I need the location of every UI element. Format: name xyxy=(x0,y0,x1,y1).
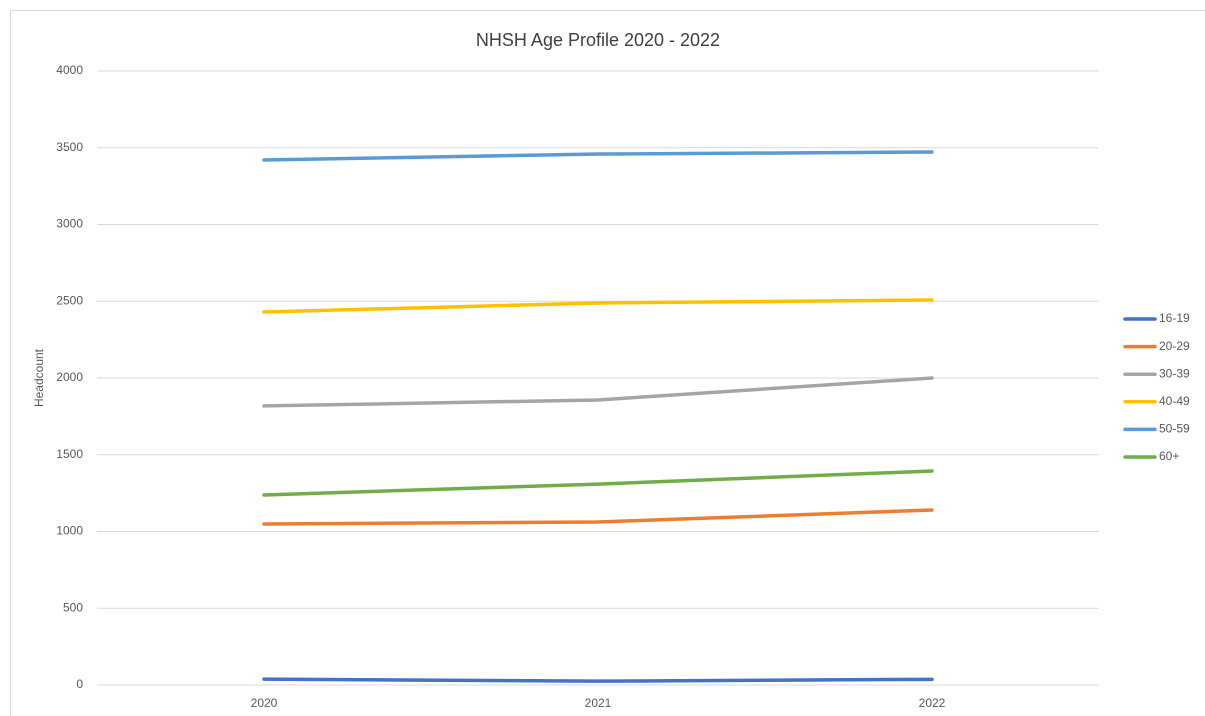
series-line xyxy=(262,677,934,683)
y-tick-label: 3000 xyxy=(56,217,83,231)
x-tick-label: 2022 xyxy=(919,696,946,710)
y-tick-label: 2000 xyxy=(56,370,83,384)
y-tick-label: 0 xyxy=(76,677,83,691)
legend-label: 50-59 xyxy=(1159,422,1190,436)
x-tick-label: 2021 xyxy=(585,696,612,710)
y-tick-label: 3500 xyxy=(56,140,83,154)
legend-label: 60+ xyxy=(1159,449,1179,463)
y-tick-label: 1500 xyxy=(56,447,83,461)
chart-border xyxy=(10,10,1205,716)
series-line xyxy=(262,469,934,497)
y-tick-label: 1000 xyxy=(56,524,83,538)
series-line xyxy=(262,298,934,314)
series-line xyxy=(262,508,934,526)
legend-label: 16-19 xyxy=(1159,311,1190,325)
x-tick-label: 2020 xyxy=(251,696,278,710)
series-line xyxy=(262,150,934,162)
y-axis-label: Headcount xyxy=(32,348,46,407)
y-tick-label: 4000 xyxy=(56,63,83,77)
y-tick-label: 500 xyxy=(63,600,83,614)
legend-label: 30-39 xyxy=(1159,366,1190,380)
chart-title: NHSH Age Profile 2020 - 2022 xyxy=(476,30,720,50)
series-line xyxy=(262,376,934,408)
legend-label: 40-49 xyxy=(1159,394,1190,408)
legend-label: 20-29 xyxy=(1159,339,1190,353)
y-tick-label: 2500 xyxy=(56,293,83,307)
